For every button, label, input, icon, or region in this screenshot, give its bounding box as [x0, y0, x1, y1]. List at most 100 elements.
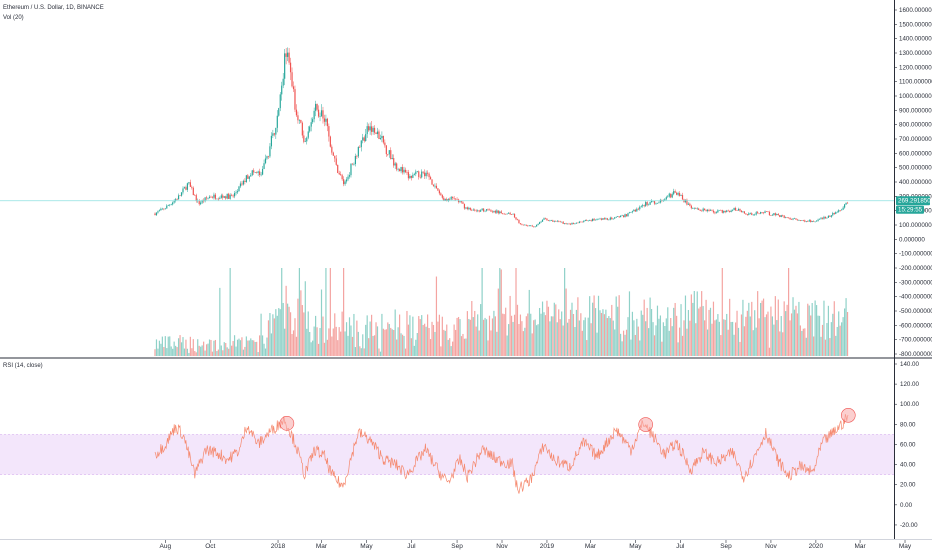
candle-body — [767, 211, 769, 213]
volume-bar — [494, 316, 496, 356]
candle-body — [179, 195, 181, 197]
volume-bar — [596, 332, 598, 356]
rsi-y-axis[interactable]: 140.00 120.00 100.00 80.00 60.00 40.00 20.00 0.… — [894, 361, 919, 529]
volume-bar — [506, 335, 508, 356]
volume-bar — [465, 338, 467, 356]
candle-body — [407, 172, 410, 179]
candle-body — [328, 126, 330, 137]
volume-bar — [513, 314, 516, 356]
candle-body — [649, 202, 651, 205]
volume-bar — [426, 314, 429, 356]
volume-bar — [155, 339, 158, 356]
volume-bar — [637, 326, 639, 356]
volume-bar — [157, 348, 159, 356]
candle-body — [295, 109, 298, 116]
volume-bar — [475, 326, 477, 356]
candle-body — [631, 211, 634, 213]
volume-bar — [510, 315, 513, 356]
volume-bar — [251, 340, 253, 356]
volume-bar — [335, 326, 337, 356]
candle-body — [298, 119, 301, 121]
candle-body — [259, 171, 261, 175]
candle-body — [627, 213, 629, 217]
candle-body — [715, 212, 718, 214]
candle-body — [323, 118, 326, 122]
candle-body — [515, 217, 517, 220]
volume-bar — [454, 329, 457, 356]
candle-body — [594, 219, 597, 221]
volume-bar — [232, 341, 234, 356]
price-y-axis[interactable]: 1600.000000 1500.000000 1400.000000 1300.00… — [894, 7, 932, 358]
volume-bar — [421, 315, 423, 356]
volume-bar — [393, 330, 395, 356]
candle-body — [204, 197, 206, 202]
candle-body — [158, 210, 161, 212]
candle-body — [289, 62, 292, 73]
candle-body — [726, 210, 728, 212]
volume-bar — [676, 315, 678, 356]
volume-bar — [429, 339, 432, 356]
candle-body — [287, 52, 289, 57]
volume-bar — [748, 302, 750, 356]
volume-bar — [263, 343, 265, 356]
candle-body — [808, 220, 810, 222]
x-tick-label: Nov — [765, 543, 777, 550]
candle-body — [432, 184, 435, 186]
volume-bar — [534, 319, 536, 356]
volume-bar — [665, 318, 667, 356]
volume-bar — [438, 314, 440, 356]
candle-body — [814, 221, 816, 223]
candle-body — [712, 210, 715, 213]
x-axis[interactable]: Aug Oct 2018 Mar May Jul Sep Nov 2019 Mar May Jul Se… — [160, 540, 932, 550]
volume-bar — [764, 317, 766, 356]
candle-body — [189, 182, 191, 187]
candle-body — [578, 221, 580, 223]
candle-body — [521, 224, 523, 225]
candle-body — [564, 223, 566, 224]
price-pane[interactable] — [0, 0, 894, 357]
candle-body — [818, 218, 821, 220]
rsi-line — [154, 414, 849, 494]
volume-bar — [650, 309, 653, 356]
volume-bar — [447, 339, 449, 356]
candle-body — [503, 213, 505, 215]
volume-bar — [842, 317, 844, 356]
volume-bar — [645, 321, 647, 356]
volume-bar — [770, 306, 772, 356]
candle-body — [468, 207, 470, 209]
candle-body — [320, 110, 323, 117]
candle-body — [222, 195, 224, 198]
candles — [154, 47, 849, 228]
x-tick-label: Jul — [676, 543, 685, 550]
candle-body — [334, 155, 336, 159]
price-tick-label: -800.000000 — [899, 351, 932, 358]
candle-body — [516, 219, 519, 220]
volume-bar — [574, 327, 576, 356]
x-tick-label: Mar — [585, 543, 597, 550]
volume-bar — [827, 305, 829, 356]
candle-body — [689, 203, 691, 206]
volume-bar — [712, 301, 715, 356]
volume-bar — [656, 305, 659, 356]
price-tick-label: -400.000000 — [899, 294, 932, 301]
volume-bar — [776, 320, 778, 356]
candle-body — [267, 156, 270, 157]
volume-bar — [300, 290, 302, 356]
candle-body — [678, 193, 681, 196]
volume-bar — [733, 334, 735, 356]
volume-bar — [739, 341, 741, 356]
volume-bar — [298, 268, 301, 356]
candle-body — [665, 197, 667, 200]
volume-bar — [443, 329, 445, 356]
candle-body — [275, 127, 277, 135]
volume-bar — [589, 296, 591, 356]
candle-body — [410, 175, 412, 178]
volume-bar — [217, 349, 219, 356]
candle-body — [830, 215, 832, 217]
candle-body — [400, 167, 402, 172]
volume-bar — [313, 326, 315, 356]
candle-body — [231, 194, 233, 196]
volume-bar — [397, 327, 399, 356]
volume-bars — [154, 268, 849, 356]
candle-body — [437, 188, 439, 191]
